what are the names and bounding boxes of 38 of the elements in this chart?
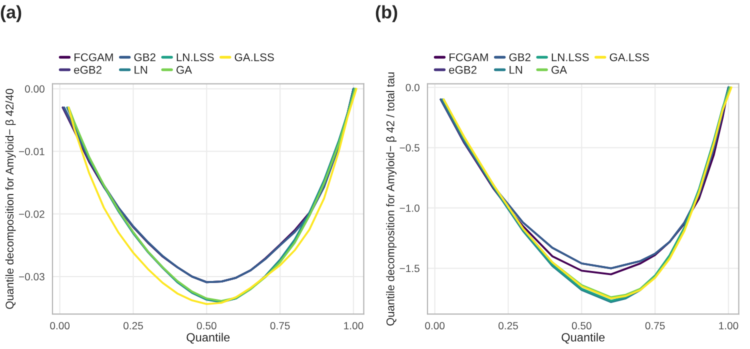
legend-label: LN [510,66,522,74]
legend-label: GB2 [509,53,530,62]
x-axis-title: Quantile [186,332,230,344]
legend-label: LN.LSS [176,53,214,62]
x-axis-title: Quantile [562,332,605,344]
legend-label: FCGAM [450,53,488,62]
x-tick-label: 1.00 [344,322,364,330]
y-tick-label: −0.02 [19,210,44,218]
legend-label: eGB2 [74,66,102,74]
legend-label: eGB2 [449,66,476,74]
text: (b) [376,5,398,22]
x-tick-label: 1.00 [719,322,738,330]
legend-label: GB2 [134,53,156,62]
y-tick-label: 0.0 [406,84,420,92]
x-tick-label: 0.25 [498,322,518,330]
y-tick-label: −0.01 [19,148,44,156]
legend-label: GA.LSS [610,53,649,62]
y-tick-label: −1.5 [400,264,420,272]
y-tick-label: −1.0 [400,204,420,212]
y-axis-title: Quantile decomposition for Amyloid− β 42 / total tau [386,72,397,326]
x-tick-label: 0.00 [425,322,445,330]
y-tick-label: 0.00 [24,85,44,93]
x-tick-label: 0.00 [50,322,70,330]
y-tick-label: −0.03 [19,273,44,280]
y-axis-title: Quantile decomposition for Amyloid− β 42/40 [5,88,16,309]
legend-label: GA [176,66,192,74]
x-tick-label: 0.75 [645,322,665,330]
legend-label: GA.LSS [234,53,274,62]
y-tick-label: −0.5 [400,144,420,152]
legend-label: LN.LSS [552,53,589,62]
x-tick-label: 0.75 [270,322,290,330]
x-tick-label: 0.50 [572,322,592,330]
x-tick-label: 0.50 [196,322,216,330]
legend-label: FCGAM [74,53,113,62]
text: (a) [0,5,22,22]
legend-label: LN [134,66,148,74]
legend-label: GA [552,66,567,74]
x-tick-label: 0.25 [124,322,143,330]
